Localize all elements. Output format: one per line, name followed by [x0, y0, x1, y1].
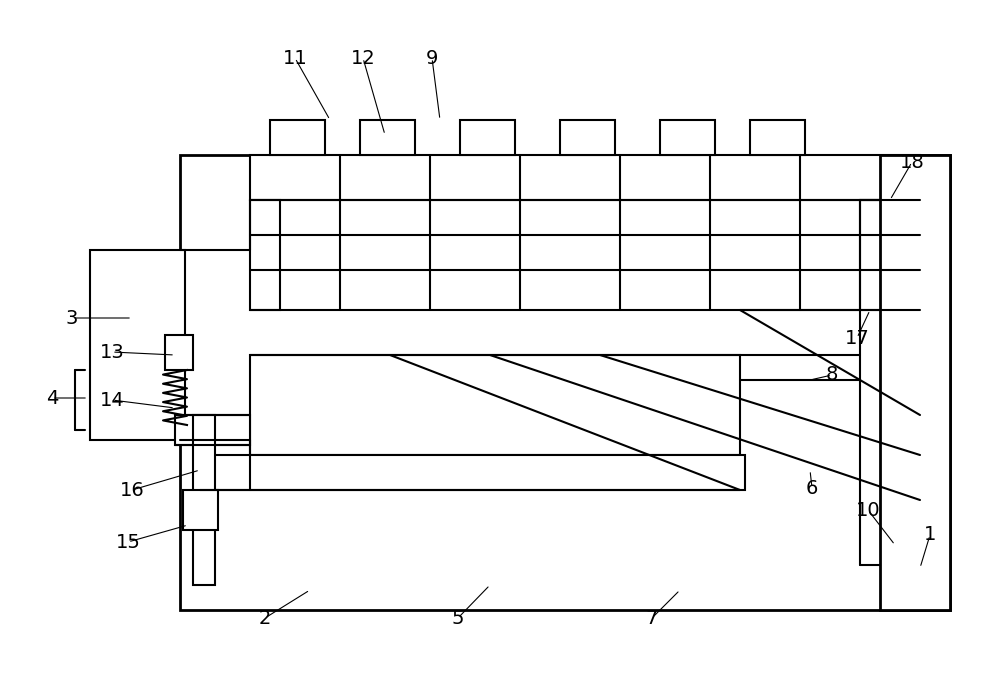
Bar: [460, 120, 515, 155]
Text: 2: 2: [259, 609, 271, 627]
Bar: [250, 155, 920, 200]
Bar: [90, 250, 185, 440]
Bar: [180, 155, 950, 610]
Bar: [193, 415, 215, 585]
Bar: [165, 335, 193, 370]
Text: 9: 9: [426, 49, 438, 67]
Text: 3: 3: [66, 309, 78, 328]
Bar: [250, 200, 280, 310]
Text: 6: 6: [806, 479, 818, 497]
Bar: [270, 120, 325, 155]
Text: 10: 10: [856, 501, 880, 520]
Text: 4: 4: [46, 388, 58, 408]
Text: 7: 7: [646, 609, 658, 627]
Text: 11: 11: [283, 49, 307, 67]
Text: 14: 14: [100, 390, 124, 410]
Bar: [250, 355, 740, 455]
Text: 12: 12: [351, 49, 375, 67]
Text: 17: 17: [845, 328, 869, 348]
Text: 8: 8: [826, 365, 838, 384]
Bar: [360, 120, 415, 155]
Text: 18: 18: [900, 152, 924, 171]
Text: 16: 16: [120, 481, 144, 499]
Bar: [860, 200, 920, 310]
Bar: [660, 120, 715, 155]
Bar: [750, 120, 805, 155]
Bar: [880, 155, 950, 610]
Bar: [560, 120, 615, 155]
Bar: [200, 455, 745, 490]
Text: 5: 5: [452, 609, 464, 627]
Text: 13: 13: [100, 342, 124, 361]
Bar: [183, 490, 218, 530]
Text: 1: 1: [924, 526, 936, 545]
Bar: [175, 415, 250, 445]
Text: 15: 15: [116, 532, 140, 551]
